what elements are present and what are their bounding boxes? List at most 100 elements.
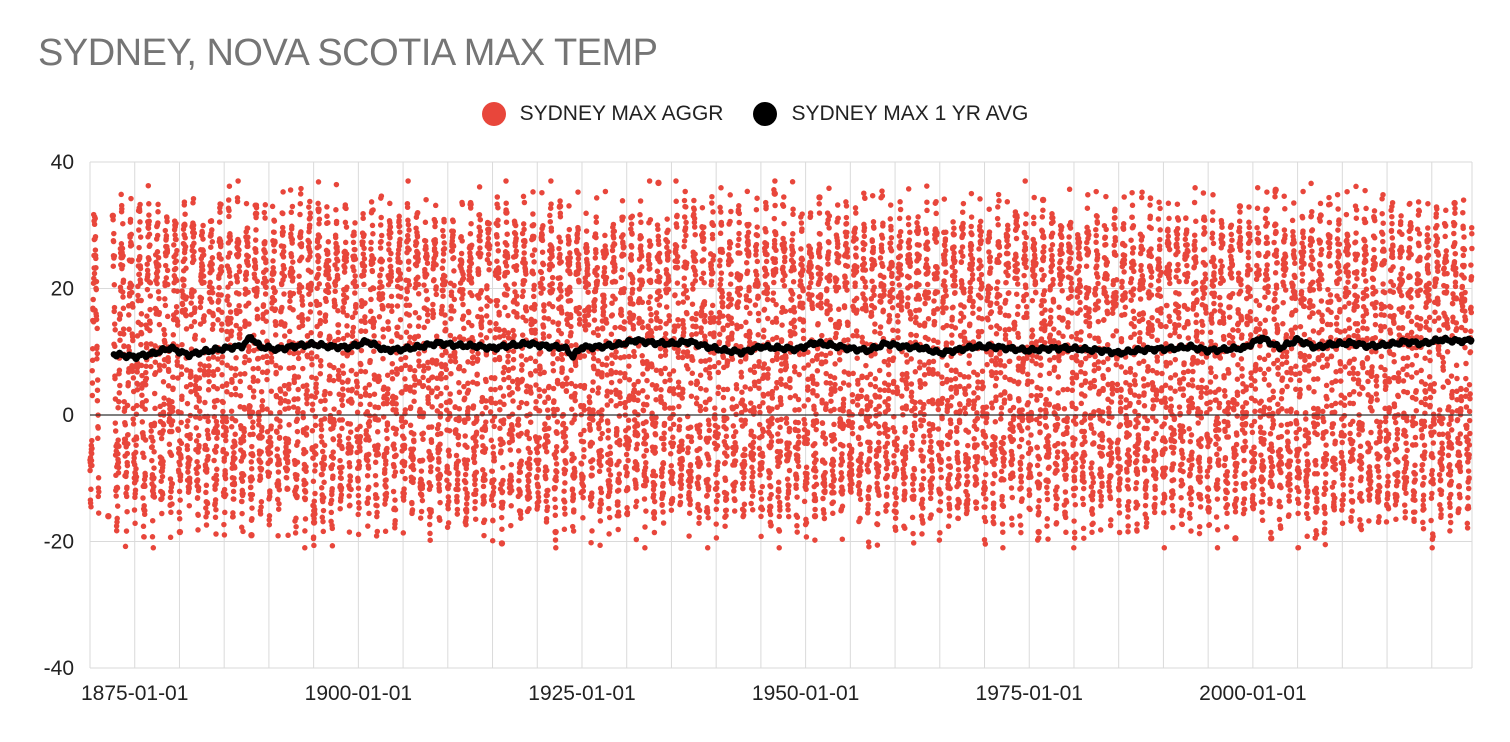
avg-point — [686, 338, 693, 345]
legend: SYDNEY MAX AGGR SYDNEY MAX 1 YR AVG — [0, 96, 1510, 132]
x-tick-label: 1900-01-01 — [305, 682, 412, 705]
y-tick-label: 0 — [62, 404, 74, 427]
avg-point — [560, 344, 568, 351]
x-tick-label: 1925-01-01 — [528, 682, 635, 705]
avg-point — [650, 339, 657, 347]
axes: 40 20 0 -20 -40 1875-01-01 1900-01-01 1925-01-0… — [44, 151, 1472, 705]
avg-point — [1115, 349, 1122, 357]
avg-point — [381, 346, 389, 354]
avg-point — [489, 344, 496, 352]
y-tick-label: 20 — [51, 278, 74, 301]
y-tick-label: -20 — [44, 531, 74, 554]
avg-point — [149, 350, 156, 357]
avg-point — [110, 351, 118, 358]
avg-point — [346, 344, 353, 351]
avg-point — [596, 343, 604, 350]
avg-point — [990, 343, 997, 350]
legend-label-aggr: SYDNEY MAX AGGR — [519, 102, 724, 125]
aggr-extreme-min-point — [811, 513, 819, 520]
avg-point — [775, 344, 782, 352]
avg-point — [247, 334, 255, 341]
avg-point — [1169, 345, 1176, 352]
avg-point — [1079, 346, 1087, 353]
aggr-extreme-min-point — [552, 528, 559, 536]
avg-point — [918, 344, 926, 352]
avg-point — [757, 343, 765, 350]
legend-label-avg: SYDNEY MAX 1 YR AVG — [791, 102, 1029, 125]
avg-point — [614, 341, 621, 348]
x-tick-label: 1950-01-01 — [752, 682, 859, 705]
x-tick-label: 1975-01-01 — [976, 682, 1083, 705]
avg-point — [578, 344, 586, 351]
avg-point — [1330, 340, 1337, 348]
avg-point — [1419, 340, 1427, 347]
aggr-extreme-max-point — [655, 179, 662, 187]
aggr-points-cloud — [87, 178, 1475, 551]
avg-point — [1187, 343, 1194, 350]
x-tick-label: 2000-01-01 — [1199, 682, 1306, 705]
avg-point — [847, 345, 854, 352]
avg-point — [972, 343, 979, 350]
aggr-extreme-max-point — [556, 203, 564, 210]
avg-point — [1240, 344, 1248, 352]
legend-swatch-aggr — [481, 102, 506, 126]
avg-point — [900, 343, 908, 350]
avg-point — [220, 345, 228, 352]
avg-point — [793, 346, 800, 353]
aggr-extreme-max-point — [181, 222, 188, 229]
aggr-extreme-max-point — [467, 201, 474, 208]
aggr-extreme-min-point — [1268, 535, 1275, 542]
legend-item-aggr[interactable]: SYDNEY MAX AGGR — [481, 102, 724, 126]
avg-point — [1151, 346, 1158, 353]
aggr-extreme-min-point — [248, 531, 255, 539]
avg-point — [704, 343, 711, 350]
avg-point — [1222, 346, 1230, 353]
avg-point — [399, 346, 407, 353]
avg-point — [328, 343, 335, 350]
avg-point — [292, 342, 299, 350]
avg-point — [1437, 336, 1444, 343]
y-tick-label: -40 — [44, 657, 74, 680]
avg-point — [471, 342, 478, 350]
legend-item-avg[interactable]: SYDNEY MAX 1 YR AVG — [753, 102, 1028, 126]
series-avg-points — [110, 334, 1475, 363]
aggr-extreme-max-point — [109, 212, 117, 219]
avg-point — [525, 340, 532, 347]
avg-point — [1258, 334, 1266, 342]
avg-point — [131, 353, 138, 361]
avg-point — [417, 343, 425, 350]
avg-point — [185, 351, 192, 359]
avg-point — [1365, 342, 1373, 350]
aggr-extreme-min-point — [462, 506, 470, 514]
aggr-extreme-max-point — [1236, 203, 1244, 210]
avg-point — [668, 340, 675, 347]
avg-point — [1383, 341, 1391, 348]
avg-point — [865, 347, 872, 354]
avg-point — [954, 346, 961, 354]
aggr-extreme-max-point — [503, 209, 510, 216]
avg-point — [1133, 347, 1140, 354]
aggr-extreme-min-point — [176, 528, 184, 536]
avg-point — [936, 349, 943, 357]
chart-title: SYDNEY, NOVA SCOTIA MAX TEMP — [38, 32, 658, 74]
avg-point — [1312, 344, 1319, 351]
avg-point — [1455, 337, 1462, 345]
avg-point — [167, 344, 174, 352]
avg-point — [1008, 345, 1015, 352]
avg-point — [1061, 344, 1069, 352]
x-tick-label: 1875-01-01 — [81, 682, 188, 705]
avg-point — [203, 347, 210, 355]
avg-point — [1276, 344, 1283, 352]
aggr-extreme-max-point — [252, 210, 260, 218]
avg-point — [1348, 339, 1355, 347]
aggr-extreme-max-point — [816, 194, 823, 201]
avg-point — [721, 347, 729, 354]
aggr-extreme-max-point — [1451, 199, 1458, 207]
avg-point — [882, 340, 890, 347]
aggr-extreme-min-point — [310, 519, 318, 526]
aggr-extreme-max-point — [771, 190, 778, 197]
avg-point — [569, 352, 577, 360]
avg-point — [310, 340, 317, 348]
avg-point — [1043, 345, 1051, 352]
